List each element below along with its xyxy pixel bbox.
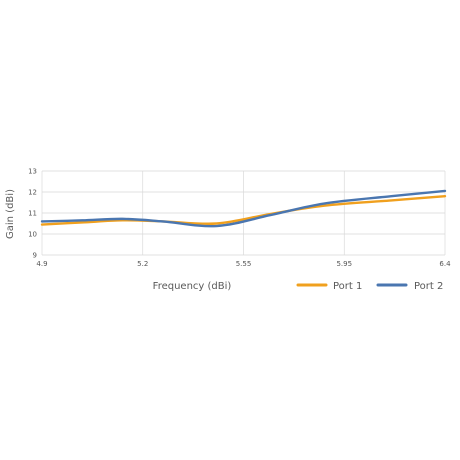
grid bbox=[41, 170, 446, 256]
x-tick-label: 5.95 bbox=[336, 260, 352, 268]
series-line-port-1 bbox=[40, 195, 447, 226]
x-tick-label: 6.4 bbox=[439, 260, 451, 268]
series-layer bbox=[40, 189, 447, 228]
x-axis-ticks: 4.9 5.2 5.55 5.95 6.4 bbox=[36, 260, 451, 268]
y-axis-title: Gain (dBi) bbox=[5, 189, 16, 239]
y-axis-ticks: 9 10 11 12 13 bbox=[28, 168, 37, 260]
y-tick-label: 9 bbox=[33, 252, 37, 260]
y-tick-label: 11 bbox=[28, 210, 37, 218]
y-tick-label: 13 bbox=[28, 168, 37, 176]
x-tick-label: 5.55 bbox=[236, 260, 252, 268]
y-tick-label: 12 bbox=[28, 189, 37, 197]
series-line-port-2 bbox=[40, 189, 447, 228]
legend: Port 1 Port 2 bbox=[296, 281, 443, 292]
legend-label-port-1: Port 1 bbox=[333, 281, 362, 292]
legend-label-port-2: Port 2 bbox=[414, 281, 443, 292]
y-tick-label: 10 bbox=[28, 231, 37, 239]
x-tick-label: 4.9 bbox=[36, 260, 47, 268]
x-axis-title: Frequency (dBi) bbox=[153, 281, 232, 292]
x-tick-label: 5.2 bbox=[137, 260, 148, 268]
